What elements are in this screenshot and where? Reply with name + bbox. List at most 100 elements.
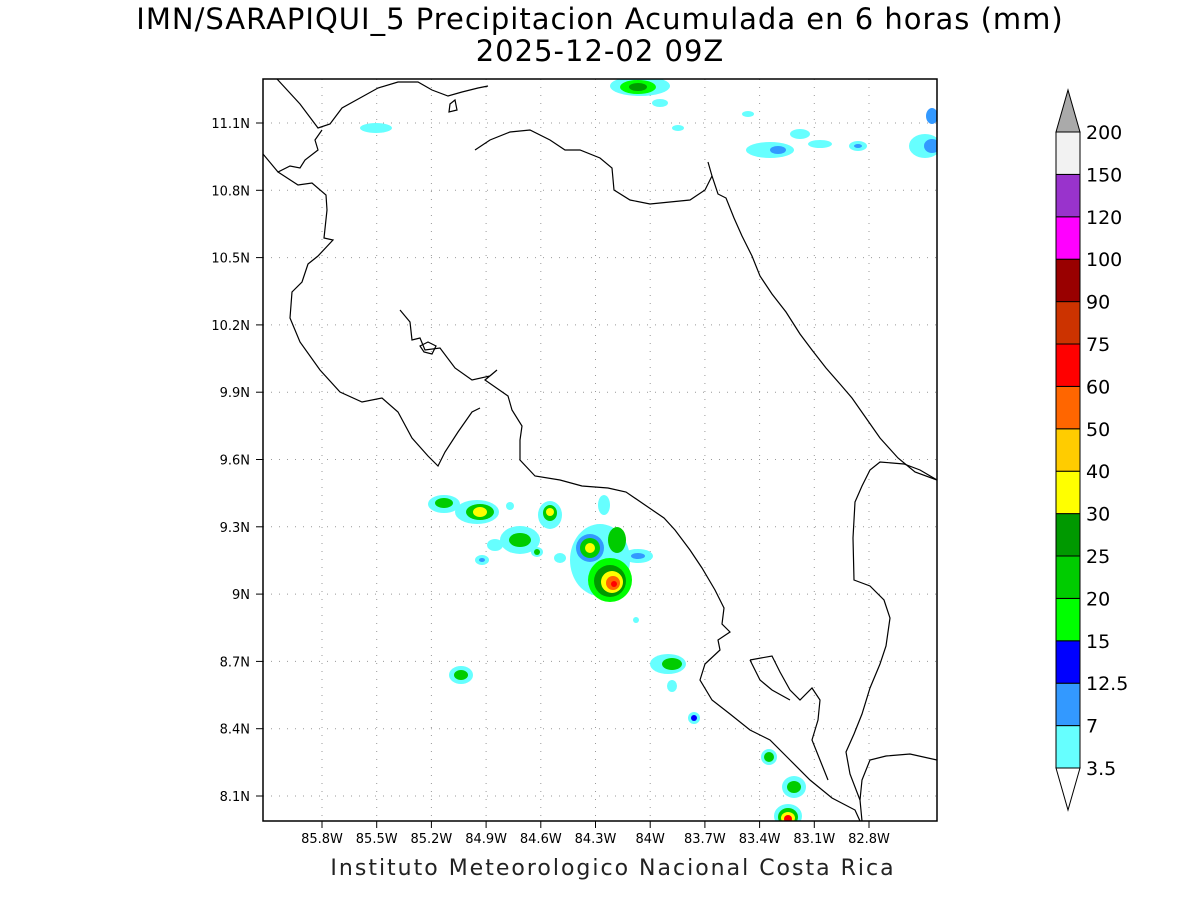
y-tick-label: 11.1N	[211, 117, 250, 132]
colorbar-label: 200	[1086, 122, 1122, 144]
map-title: IMN/SARAPIQUI_5 Precipitacion Acumulada …	[136, 2, 1064, 36]
nicoya-gulf	[399, 309, 861, 821]
map-frame	[262, 78, 938, 822]
colorbar-swatch	[1055, 173, 1081, 218]
y-tick-label: 8.7N	[220, 655, 250, 670]
precip-cell	[454, 670, 468, 680]
colorbar-upper-triangle	[1055, 88, 1081, 133]
graticule	[263, 79, 937, 821]
x-tick-label: 85.5W	[356, 832, 398, 847]
x-tick-label: 83.4W	[739, 832, 781, 847]
x-tick-label: 84.6W	[520, 832, 562, 847]
precip-cell	[534, 549, 540, 555]
y-axis: 11.1N 10.8N 10.5N 10.2N 9.9N 9.6N 9.3N 9N 8.7N 8.…	[211, 117, 263, 805]
precip-cell	[479, 558, 485, 562]
precip-cell	[487, 539, 503, 551]
colorbar-label: 100	[1086, 249, 1122, 271]
colorbar-label: 25	[1086, 546, 1110, 568]
precip-cell	[506, 502, 514, 510]
precip-cell	[672, 125, 684, 131]
precip-cell	[926, 108, 937, 124]
precip-cell	[764, 752, 774, 762]
panama-coast	[859, 753, 937, 801]
pacific-coast-north	[263, 129, 323, 173]
colorbar-label: 12.5	[1086, 673, 1128, 695]
y-tick-label: 10.2N	[211, 319, 250, 334]
precip-cell	[854, 144, 862, 148]
colorbar-label: 120	[1086, 207, 1122, 229]
colorbar-label: 7	[1086, 716, 1098, 738]
x-tick-label: 85.8W	[301, 832, 343, 847]
map-subtitle: 2025-12-02 09Z	[475, 34, 725, 68]
panama-border	[845, 461, 937, 821]
precip-cell	[924, 139, 937, 153]
colorbar-swatch	[1055, 513, 1081, 557]
lake-nicaragua-shore	[474, 129, 713, 205]
precipitation-field	[360, 79, 937, 821]
precip-cell	[808, 140, 832, 148]
x-tick-label: 84W	[635, 832, 665, 847]
footer-credit: Instituto Meteorologico Nacional Costa R…	[330, 856, 896, 881]
x-tick-label: 84.3W	[575, 832, 617, 847]
colorbar-swatch	[1055, 640, 1081, 684]
colorbar-label: 60	[1086, 376, 1110, 398]
caribbean-coast	[707, 161, 937, 481]
precip-cell	[629, 83, 647, 91]
colorbar-swatch	[1055, 725, 1081, 769]
colorbar-swatch	[1055, 258, 1081, 303]
precip-cell	[554, 553, 566, 563]
lake-island	[448, 98, 458, 113]
precip-cell	[787, 781, 801, 793]
precip-cell	[611, 581, 617, 587]
colorbar-swatch	[1055, 682, 1081, 727]
y-tick-label: 9.9N	[220, 386, 250, 401]
y-tick-label: 10.5N	[211, 252, 250, 267]
precip-cell	[598, 495, 610, 515]
precip-cell	[435, 498, 453, 508]
colorbar-swatch	[1055, 555, 1081, 599]
colorbar-swatch	[1055, 597, 1081, 642]
colorbar-swatch	[1055, 131, 1081, 175]
precip-cell	[742, 111, 754, 117]
golfo-dulce-shore	[749, 659, 791, 701]
colorbar-label: 40	[1086, 461, 1110, 483]
y-tick-label: 8.1N	[220, 790, 250, 805]
precip-cell	[770, 146, 786, 154]
colorbar-label: 50	[1086, 419, 1110, 441]
colorbar-swatch	[1055, 470, 1081, 515]
colorbar-label: 150	[1086, 164, 1122, 186]
coastlines	[263, 79, 937, 821]
colorbar-label: 75	[1086, 334, 1110, 356]
precip-cell	[790, 129, 810, 139]
precip-cell	[608, 527, 626, 553]
y-tick-label: 9.3N	[220, 521, 250, 536]
y-tick-label: 9N	[232, 588, 250, 603]
precip-cell	[784, 815, 792, 821]
precip-cell	[662, 658, 682, 670]
colorbar-label: 20	[1086, 588, 1110, 610]
colorbar-lower-triangle	[1055, 767, 1081, 812]
colorbar-label: 3.5	[1086, 758, 1116, 780]
guanacaste-coast	[277, 171, 481, 468]
precip-cell	[691, 715, 697, 721]
x-tick-label: 85.2W	[410, 832, 452, 847]
colorbar-swatch	[1055, 301, 1081, 345]
precip-cell	[652, 99, 668, 107]
x-tick-label: 83.1W	[793, 832, 835, 847]
x-tick-label: 83.7W	[684, 832, 726, 847]
colorbar-label: 15	[1086, 631, 1110, 653]
colorbar-label: 30	[1086, 504, 1110, 526]
precip-cell	[633, 617, 639, 623]
precip-cell	[585, 543, 595, 553]
precip-cell	[667, 680, 677, 692]
nicaragua-border	[276, 79, 489, 129]
precip-cell	[631, 553, 645, 559]
y-tick-label: 10.8N	[211, 184, 250, 199]
colorbar-swatch	[1055, 428, 1081, 472]
x-tick-label: 84.9W	[465, 832, 507, 847]
y-tick-label: 8.4N	[220, 723, 250, 738]
colorbar-label: 90	[1086, 292, 1110, 314]
precip-cell	[509, 533, 531, 547]
x-tick-label: 82.8W	[848, 832, 890, 847]
